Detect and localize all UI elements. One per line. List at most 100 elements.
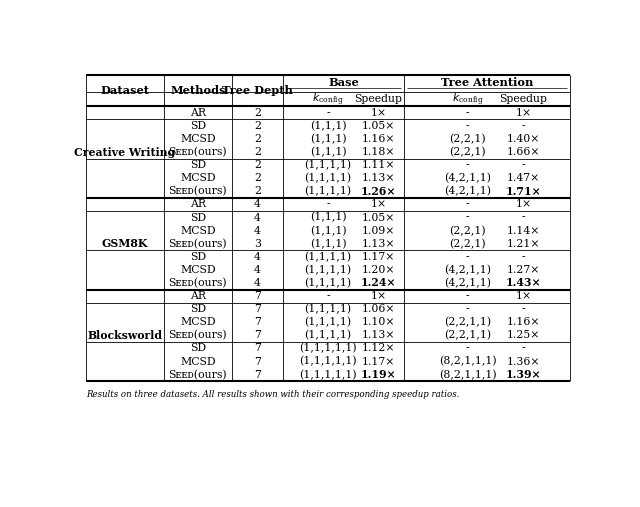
Text: 1.17×: 1.17× <box>362 252 395 262</box>
Text: (1,1,1,1): (1,1,1,1) <box>305 330 351 341</box>
Text: Sᴇᴇᴅ(ours): Sᴇᴇᴅ(ours) <box>168 147 227 157</box>
Text: 4: 4 <box>254 212 261 223</box>
Text: 1.16×: 1.16× <box>362 134 395 144</box>
Text: 1×: 1× <box>371 199 387 209</box>
Text: 2: 2 <box>254 134 261 144</box>
Text: (4,2,1,1): (4,2,1,1) <box>444 265 491 275</box>
Text: Base: Base <box>328 77 359 88</box>
Text: Sᴇᴇᴅ(ours): Sᴇᴇᴅ(ours) <box>168 370 227 380</box>
Text: -: - <box>326 291 330 301</box>
Text: Speedup: Speedup <box>355 94 403 104</box>
Text: (1,1,1): (1,1,1) <box>310 238 346 249</box>
Text: (2,2,1): (2,2,1) <box>449 238 486 249</box>
Text: (1,1,1,1): (1,1,1,1) <box>305 160 351 170</box>
Text: (2,2,1,1): (2,2,1,1) <box>444 330 491 341</box>
Text: MCSD: MCSD <box>180 265 216 275</box>
Text: MCSD: MCSD <box>180 226 216 236</box>
Text: 1.05×: 1.05× <box>362 212 395 223</box>
Text: -: - <box>466 199 469 209</box>
Text: (8,2,1,1,1): (8,2,1,1,1) <box>438 356 496 367</box>
Text: -: - <box>522 160 525 170</box>
Text: AR: AR <box>190 291 206 301</box>
Text: (1,1,1,1): (1,1,1,1) <box>305 265 351 275</box>
Text: 7: 7 <box>254 304 261 314</box>
Text: SD: SD <box>189 252 206 262</box>
Text: (1,1,1,1,1): (1,1,1,1,1) <box>299 356 357 367</box>
Text: -: - <box>466 291 469 301</box>
Text: (4,2,1,1): (4,2,1,1) <box>444 278 491 288</box>
Text: Methods: Methods <box>170 85 225 96</box>
Text: Dataset: Dataset <box>100 85 150 96</box>
Text: 1.66×: 1.66× <box>506 147 540 157</box>
Text: 1.25×: 1.25× <box>507 331 540 340</box>
Text: 1.17×: 1.17× <box>362 356 395 367</box>
Text: -: - <box>522 121 525 131</box>
Text: -: - <box>466 343 469 353</box>
Text: (1,1,1,1,1): (1,1,1,1,1) <box>299 343 357 353</box>
Text: 1.14×: 1.14× <box>507 226 540 236</box>
Text: 1×: 1× <box>515 291 531 301</box>
Text: Speedup: Speedup <box>499 94 547 104</box>
Text: 2: 2 <box>254 173 261 183</box>
Text: Blocksworld: Blocksworld <box>88 330 163 341</box>
Text: 2: 2 <box>254 187 261 196</box>
Text: 1.36×: 1.36× <box>506 356 540 367</box>
Text: 4: 4 <box>254 278 261 288</box>
Text: 7: 7 <box>254 370 261 380</box>
Text: (1,1,1): (1,1,1) <box>310 147 346 157</box>
Text: 7: 7 <box>254 343 261 353</box>
Text: (1,1,1,1): (1,1,1,1) <box>305 278 351 288</box>
Text: GSM8K: GSM8K <box>102 238 148 249</box>
Text: 1×: 1× <box>515 199 531 209</box>
Text: AR: AR <box>190 199 206 209</box>
Text: 2: 2 <box>254 108 261 118</box>
Text: (4,2,1,1): (4,2,1,1) <box>444 173 491 184</box>
Text: 4: 4 <box>254 252 261 262</box>
Text: Results on three datasets. All results shown with their corresponding speedup ra: Results on three datasets. All results s… <box>86 390 460 400</box>
Text: (1,1,1,1,1): (1,1,1,1,1) <box>299 370 357 380</box>
Text: (1,1,1,1): (1,1,1,1) <box>305 173 351 184</box>
Text: MCSD: MCSD <box>180 173 216 183</box>
Text: 1.05×: 1.05× <box>362 121 395 131</box>
Text: 4: 4 <box>254 199 261 209</box>
Text: (1,1,1): (1,1,1) <box>310 212 346 223</box>
Text: $k_{\mathregular{config}}$: $k_{\mathregular{config}}$ <box>312 91 344 107</box>
Text: -: - <box>522 304 525 314</box>
Text: 7: 7 <box>254 291 261 301</box>
Text: 1×: 1× <box>371 291 387 301</box>
Text: -: - <box>466 121 469 131</box>
Text: 1×: 1× <box>371 108 387 118</box>
Text: 1.11×: 1.11× <box>362 160 395 170</box>
Text: 2: 2 <box>254 121 261 131</box>
Text: 1.13×: 1.13× <box>362 239 395 249</box>
Text: -: - <box>466 252 469 262</box>
Text: (2,2,1,1): (2,2,1,1) <box>444 317 491 328</box>
Text: (1,1,1,1): (1,1,1,1) <box>305 304 351 314</box>
Text: 1.43×: 1.43× <box>506 277 541 288</box>
Text: 1.27×: 1.27× <box>507 265 540 275</box>
Text: SD: SD <box>189 212 206 223</box>
Text: 1.09×: 1.09× <box>362 226 395 236</box>
Text: MCSD: MCSD <box>180 317 216 327</box>
Text: 1.40×: 1.40× <box>507 134 540 144</box>
Text: 1.13×: 1.13× <box>362 173 395 183</box>
Text: Sᴇᴇᴅ(ours): Sᴇᴇᴅ(ours) <box>168 239 227 249</box>
Text: (1,1,1,1): (1,1,1,1) <box>305 186 351 197</box>
Text: 1.47×: 1.47× <box>507 173 540 183</box>
Text: 2: 2 <box>254 160 261 170</box>
Text: 1.16×: 1.16× <box>506 317 540 327</box>
Text: -: - <box>326 108 330 118</box>
Text: SD: SD <box>189 121 206 131</box>
Text: -: - <box>522 252 525 262</box>
Text: AR: AR <box>190 108 206 118</box>
Text: -: - <box>522 343 525 353</box>
Text: 1.18×: 1.18× <box>362 147 395 157</box>
Text: (2,2,1): (2,2,1) <box>449 147 486 157</box>
Text: MCSD: MCSD <box>180 134 216 144</box>
Text: 7: 7 <box>254 356 261 367</box>
Text: 1.26×: 1.26× <box>360 186 396 197</box>
Text: (1,1,1): (1,1,1) <box>310 226 346 236</box>
Text: 1.13×: 1.13× <box>362 331 395 340</box>
Text: (1,1,1,1): (1,1,1,1) <box>305 317 351 328</box>
Text: 1.19×: 1.19× <box>360 369 396 380</box>
